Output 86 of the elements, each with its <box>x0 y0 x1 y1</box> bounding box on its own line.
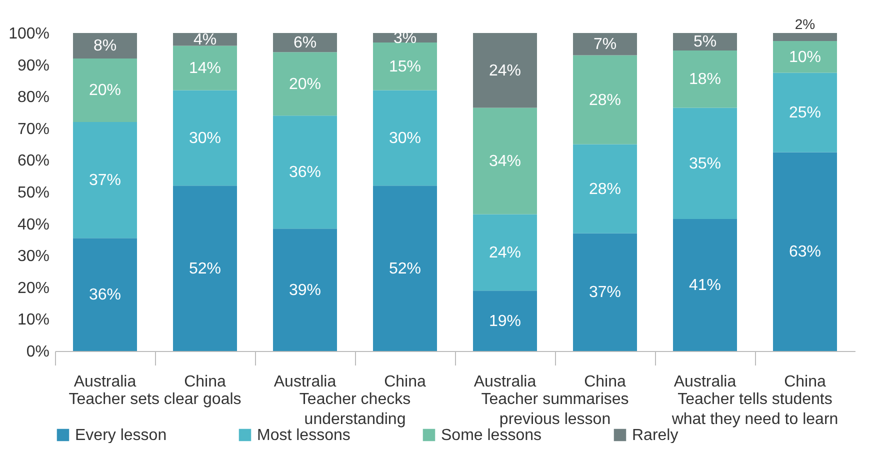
data-label: 7% <box>593 36 617 54</box>
y-tick-label: 80% <box>17 89 50 106</box>
bar <box>773 33 837 41</box>
data-label: 4% <box>193 31 217 48</box>
bar <box>273 52 337 116</box>
x-tick-label: China <box>784 374 826 390</box>
data-label: 19% <box>488 312 522 330</box>
y-tick-label: 90% <box>17 57 50 74</box>
bar <box>773 40 837 73</box>
data-label: 25% <box>788 104 822 122</box>
x-tick-label: Australia <box>74 374 136 390</box>
bar <box>73 122 137 238</box>
data-label: 28% <box>588 180 622 198</box>
bar <box>273 116 337 229</box>
data-label: 2% <box>794 16 816 32</box>
x-tick-label: China <box>384 374 426 390</box>
bar <box>73 33 137 58</box>
data-label: 20% <box>88 82 122 100</box>
bar <box>773 152 837 351</box>
bar <box>573 33 637 56</box>
data-label: 28% <box>588 92 622 109</box>
y-tick-label: 30% <box>17 248 50 266</box>
bar <box>173 186 237 351</box>
data-label: 30% <box>188 130 222 147</box>
data-label: 30% <box>388 130 422 147</box>
x-tick-label: Australia <box>474 374 536 390</box>
legend-label: Every lesson <box>75 427 167 444</box>
data-label: 14% <box>188 60 222 77</box>
y-tick-label: 100% <box>8 26 50 42</box>
bar <box>473 214 537 291</box>
data-label: 20% <box>288 76 322 93</box>
x-tick-label: China <box>184 374 226 390</box>
data-label: 36% <box>88 286 122 304</box>
x-tick-label: Australia <box>674 374 736 390</box>
x-tick-label: China <box>584 374 626 390</box>
data-label: 24% <box>488 62 522 80</box>
bar <box>673 108 737 220</box>
data-label: 52% <box>188 260 222 278</box>
bar <box>373 42 437 90</box>
y-tick-label: 40% <box>17 216 50 234</box>
bar <box>473 290 537 351</box>
data-label: 18% <box>688 71 722 88</box>
bar <box>73 238 137 351</box>
bar <box>173 90 237 186</box>
legend-label: Rarely <box>632 427 678 444</box>
bar <box>673 219 737 351</box>
bar <box>573 233 637 351</box>
bar <box>273 228 337 351</box>
y-tick-label: 70% <box>17 120 50 138</box>
data-label: 8% <box>93 38 117 55</box>
y-tick-label: 20% <box>17 280 50 297</box>
data-label: 34% <box>488 152 522 170</box>
x-tick-label: Australia <box>274 374 336 390</box>
data-label: 5% <box>693 34 717 51</box>
text: Teacher checks understanding <box>299 391 411 428</box>
data-label: 35% <box>688 155 722 172</box>
bar <box>473 33 537 108</box>
data-label: 41% <box>688 277 722 294</box>
bar <box>173 46 237 90</box>
bar <box>73 58 137 122</box>
data-label: 39% <box>288 282 322 299</box>
data-label: 24% <box>488 244 522 262</box>
text: Teacher tells students what they need to learn <box>670 391 838 428</box>
bar <box>573 144 637 234</box>
data-label: 37% <box>88 172 122 190</box>
bar <box>673 50 737 108</box>
data-label: 6% <box>293 34 317 52</box>
data-label: 15% <box>388 58 422 76</box>
legend-label: Some lessons <box>441 427 542 444</box>
data-label: 63% <box>788 244 822 261</box>
bar <box>473 108 537 214</box>
bar <box>373 90 437 186</box>
data-label: 10% <box>788 48 822 66</box>
bar <box>373 186 437 351</box>
data-label: 52% <box>388 260 422 278</box>
y-tick-label: 50% <box>17 184 50 202</box>
text: Teacher sets clear goals <box>68 391 242 408</box>
bar <box>573 55 637 144</box>
text: Teacher summarises previous lesson <box>481 391 629 428</box>
data-label: 36% <box>288 164 322 182</box>
bar <box>773 72 837 152</box>
y-tick-label: 60% <box>17 152 50 170</box>
legend-label: Most lessons <box>257 427 350 444</box>
y-tick-label: 10% <box>17 312 50 329</box>
data-label: 37% <box>588 284 622 302</box>
y-tick-label: 0% <box>26 344 50 360</box>
